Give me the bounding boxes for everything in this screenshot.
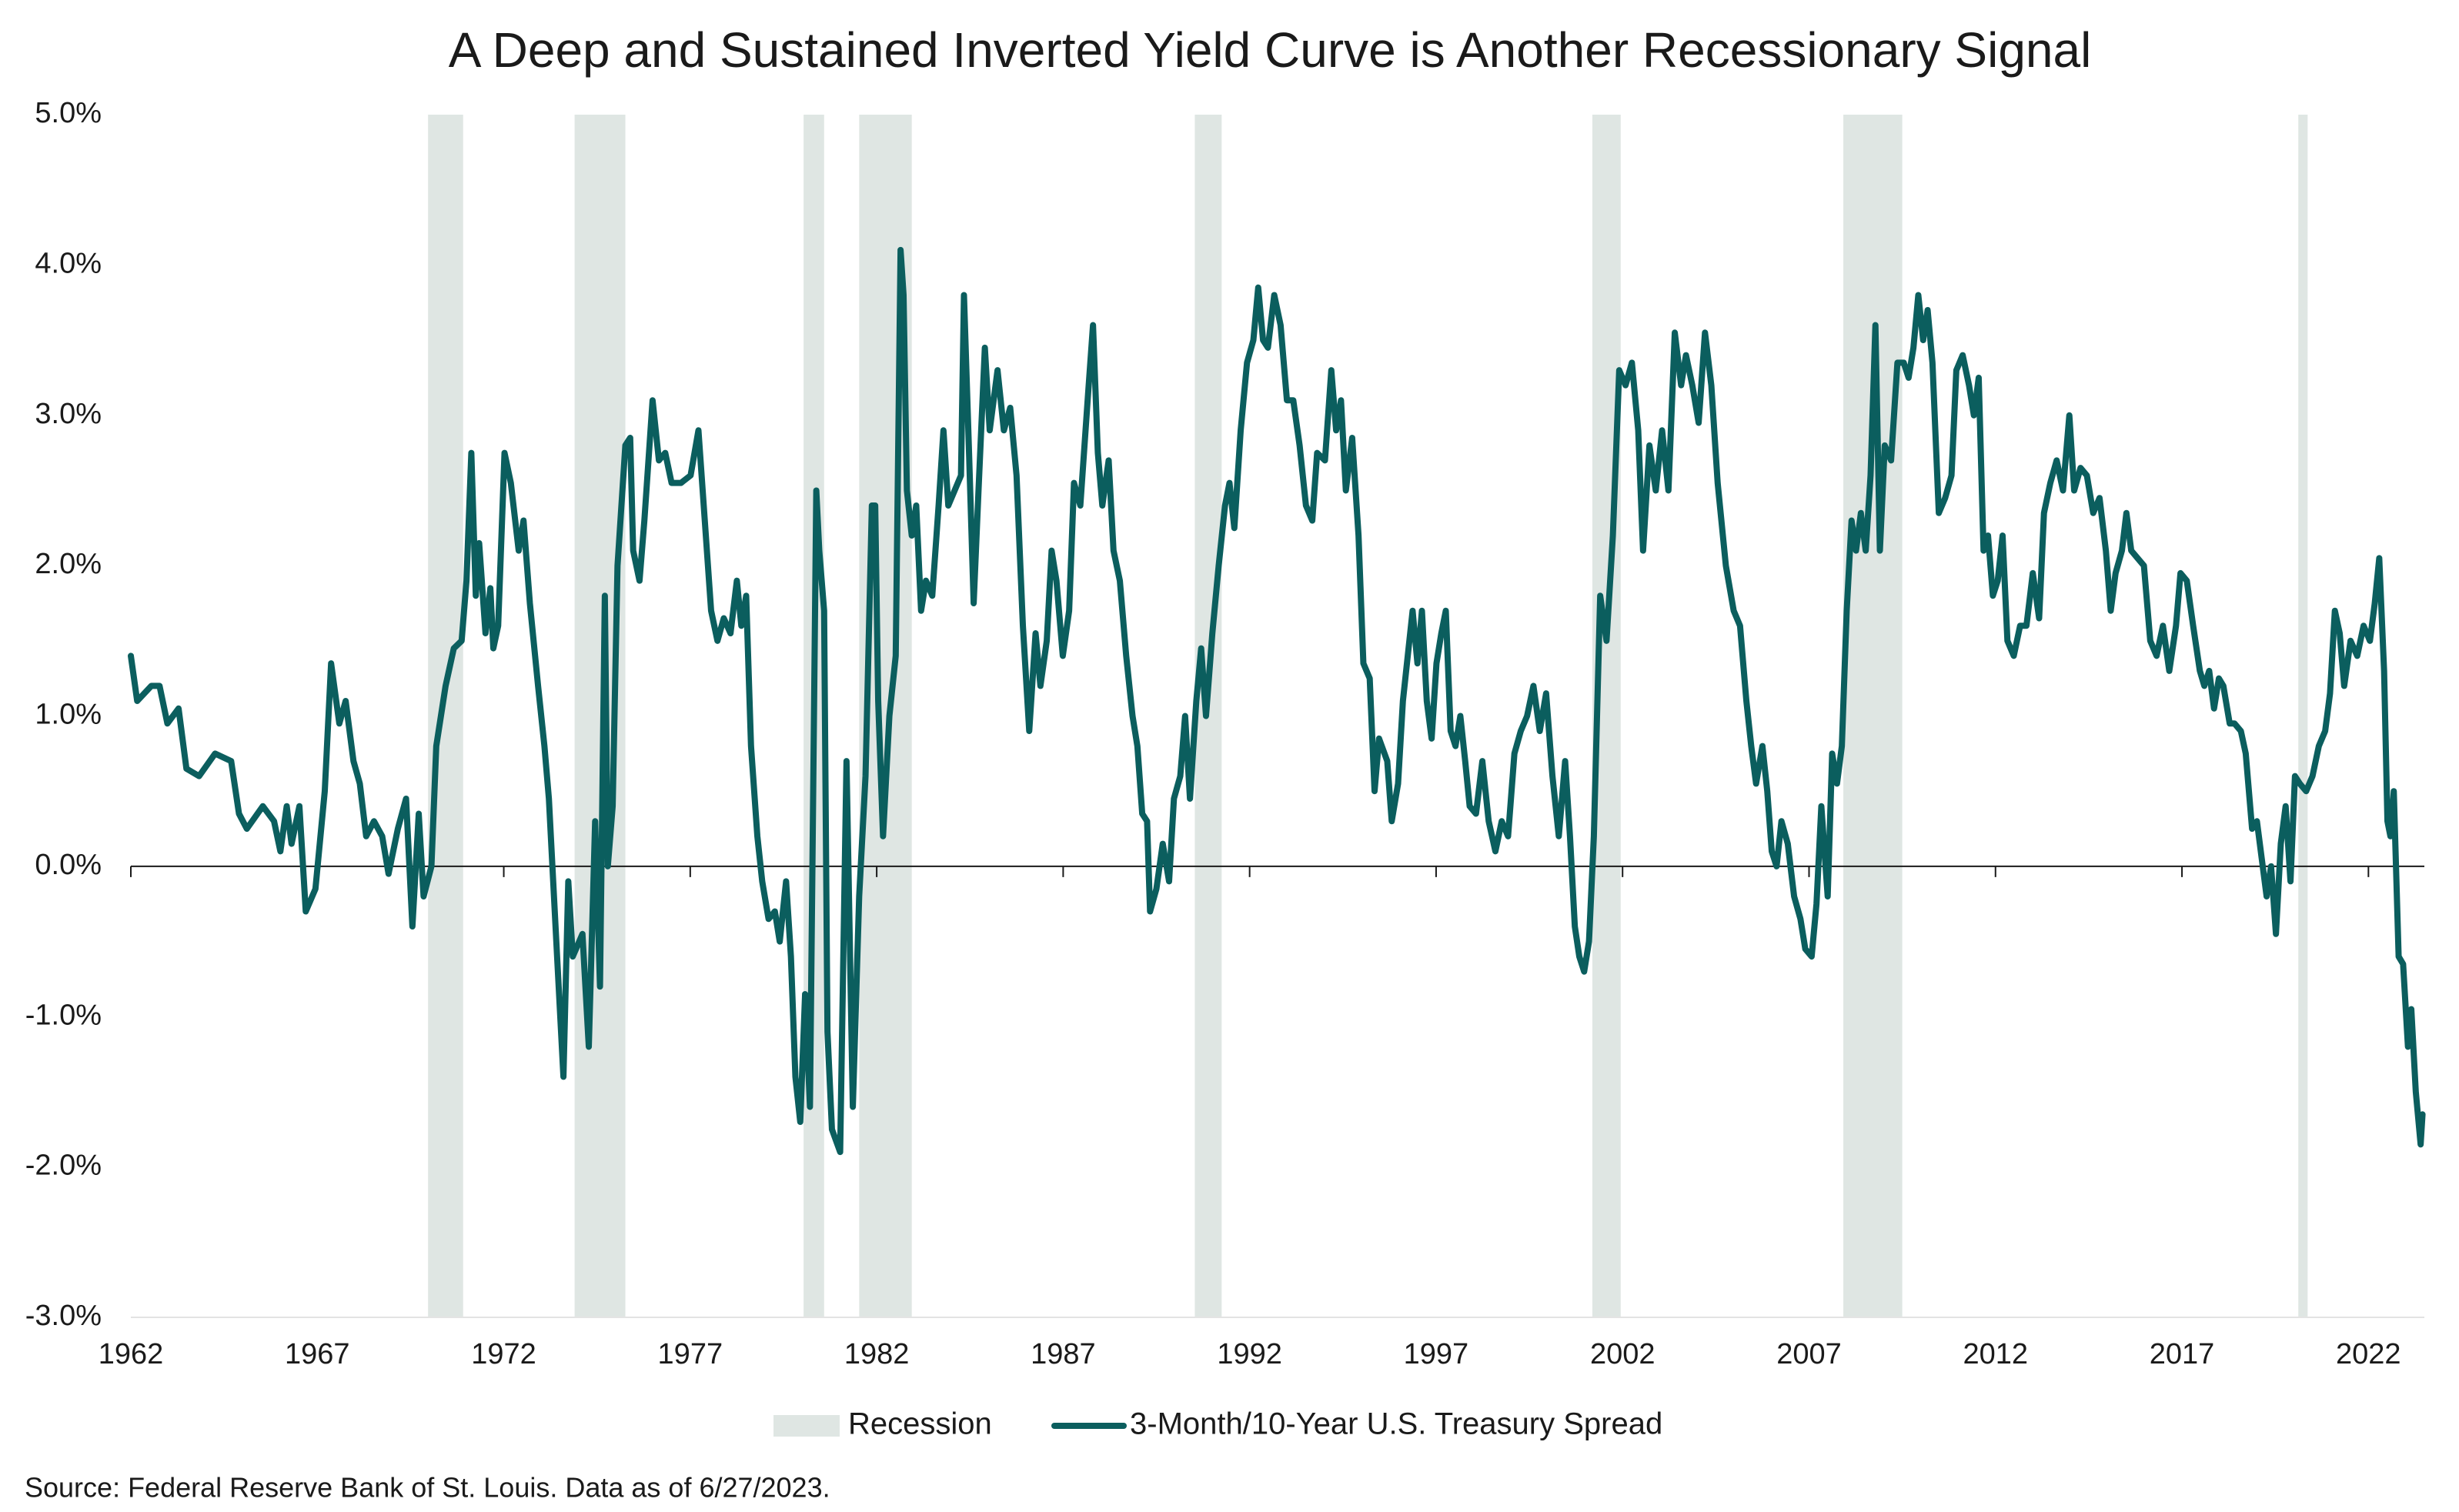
y-tick-label: -3.0% xyxy=(25,1300,102,1332)
x-tick-label: 1972 xyxy=(471,1338,536,1370)
y-tick-label: 5.0% xyxy=(35,97,102,129)
x-tick-label: 1992 xyxy=(1217,1338,1282,1370)
y-tick-label: 1.0% xyxy=(35,699,102,731)
x-tick-label: 1977 xyxy=(658,1338,723,1370)
x-tick-label: 2012 xyxy=(1963,1338,2028,1370)
x-tick-label: 1962 xyxy=(99,1338,164,1370)
y-tick-label: 4.0% xyxy=(35,247,102,279)
recession-band xyxy=(1843,115,1903,1317)
x-tick-label: 1967 xyxy=(285,1338,350,1370)
y-tick-label: 2.0% xyxy=(35,548,102,580)
y-tick-label: 0.0% xyxy=(35,849,102,881)
x-tick-label: 1982 xyxy=(844,1338,910,1370)
x-tick-label: 2002 xyxy=(1590,1338,1655,1370)
x-tick-label: 2007 xyxy=(1776,1338,1842,1370)
x-tick-label: 1987 xyxy=(1031,1338,1096,1370)
recession-band xyxy=(2298,115,2308,1317)
legend-label: 3-Month/10-Year U.S. Treasury Spread xyxy=(1130,1407,1662,1441)
x-tick-label: 1997 xyxy=(1404,1338,1469,1370)
legend-swatch xyxy=(773,1415,840,1437)
source-note: Source: Federal Reserve Bank of St. Loui… xyxy=(25,1472,830,1504)
x-tick-label: 2017 xyxy=(2150,1338,2215,1370)
chart-title: A Deep and Sustained Inverted Yield Curv… xyxy=(449,22,2092,78)
y-tick-label: -1.0% xyxy=(25,999,102,1031)
y-tick-label: -2.0% xyxy=(25,1150,102,1182)
x-tick-label: 2022 xyxy=(2336,1338,2401,1370)
series-line xyxy=(128,246,2426,1156)
recession-band xyxy=(428,115,463,1317)
legend-label: Recession xyxy=(848,1407,992,1441)
y-tick-label: 3.0% xyxy=(35,398,102,430)
recession-band xyxy=(574,115,626,1317)
